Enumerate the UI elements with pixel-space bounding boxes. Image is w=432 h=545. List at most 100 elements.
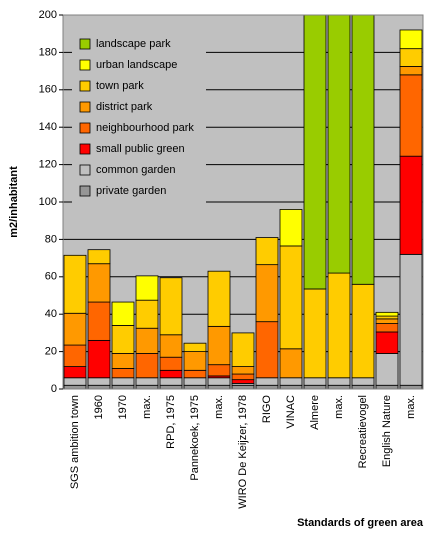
bar-segment — [87, 384, 111, 389]
bar-segment — [159, 384, 183, 389]
bar-segment — [255, 384, 279, 389]
legend-label: common garden — [96, 164, 176, 176]
bar-segment — [279, 245, 303, 350]
bar-segment — [231, 366, 255, 375]
bar-segment — [351, 377, 375, 386]
x-tick-label: SGS ambition town — [69, 395, 81, 489]
bar-segment — [159, 377, 183, 386]
legend-label: private garden — [96, 185, 166, 197]
bar-segment — [159, 277, 183, 336]
legend-box — [72, 30, 206, 204]
legend-swatch — [79, 80, 91, 92]
bar-segment — [351, 283, 375, 379]
bar-segment — [135, 377, 159, 386]
legend-swatch — [79, 59, 91, 71]
bar-segment — [255, 264, 279, 323]
x-tick-label: max. — [405, 395, 417, 419]
bar-segment — [231, 379, 255, 384]
bar-segment — [135, 353, 159, 379]
x-axis-title: Standards of green area — [297, 517, 424, 529]
bar-segment — [63, 377, 87, 386]
x-tick-label: max. — [141, 395, 153, 419]
bar-segment — [327, 384, 351, 389]
bar-segment — [111, 368, 135, 379]
y-axis-title: m2/inhabitant — [8, 166, 20, 238]
bar-segment — [279, 384, 303, 389]
x-tick-label: Almere — [309, 395, 321, 430]
bar-segment — [279, 377, 303, 386]
bar-segment — [63, 366, 87, 379]
bar-segment — [327, 15, 351, 274]
legend-label: district park — [96, 101, 153, 113]
bar-segment — [375, 318, 399, 324]
x-tick-label: max. — [333, 395, 345, 419]
bar-segment — [351, 384, 375, 389]
bar-segment — [207, 270, 231, 327]
bar-segment — [87, 249, 111, 265]
x-tick-label: Recreatievogel — [357, 395, 369, 468]
legend-swatch — [79, 143, 91, 155]
bar-segment — [87, 301, 111, 341]
bar-segment — [63, 254, 87, 314]
bar-segment — [183, 369, 207, 379]
bar-segment — [399, 384, 423, 389]
bar-segment — [183, 351, 207, 371]
y-tick-label: 100 — [39, 196, 57, 208]
y-tick-label: 180 — [39, 46, 57, 58]
legend-label: small public green — [96, 143, 185, 155]
legend-swatch — [79, 164, 91, 176]
y-tick-label: 0 — [51, 383, 57, 395]
x-tick-label: WIRO De Keijzer, 1978 — [237, 395, 249, 509]
bar-segment — [231, 384, 255, 389]
x-tick-label: English Nature — [381, 395, 393, 467]
bar-segment — [135, 327, 159, 354]
legend-label: landscape park — [96, 38, 171, 50]
bar-segment — [231, 332, 255, 367]
bar-segment — [399, 74, 423, 157]
bar-segment — [399, 66, 423, 76]
bar-segment — [159, 369, 183, 379]
bar-segment — [351, 15, 375, 285]
bar-segment — [207, 325, 231, 366]
y-tick-label: 40 — [45, 308, 57, 320]
bar-segment — [207, 384, 231, 389]
bar-segment — [375, 353, 399, 386]
bar-segment — [375, 384, 399, 389]
bar-segment — [399, 253, 423, 386]
bar-segment — [135, 299, 159, 329]
bar-segment — [399, 155, 423, 255]
y-tick-label: 120 — [39, 159, 57, 171]
y-tick-label: 200 — [39, 9, 57, 21]
bar-segment — [159, 334, 183, 358]
bar-segment — [279, 209, 303, 247]
bar-segment — [303, 384, 327, 389]
y-tick-label: 160 — [39, 84, 57, 96]
legend-label: town park — [96, 80, 144, 92]
y-tick-label: 140 — [39, 121, 57, 133]
bar-segment — [327, 377, 351, 386]
bar-segment — [375, 323, 399, 333]
bar-segment — [327, 272, 351, 379]
bar-segment — [303, 377, 327, 386]
y-tick-label: 80 — [45, 233, 57, 245]
x-tick-label: 1960 — [93, 395, 105, 419]
bar-segment — [279, 348, 303, 379]
y-tick-label: 20 — [45, 346, 57, 358]
bar-segment — [231, 373, 255, 381]
bar-segment — [303, 288, 327, 379]
y-tick-label: 60 — [45, 271, 57, 283]
bar-segment — [255, 377, 279, 386]
legend-label: urban landscape — [96, 59, 177, 71]
bar-segment — [63, 344, 87, 367]
legend-swatch — [79, 122, 91, 134]
bar-segment — [87, 377, 111, 386]
bar-segment — [159, 356, 183, 371]
bar-segment — [303, 15, 327, 290]
bar-segment — [111, 353, 135, 369]
bar-segment — [63, 312, 87, 346]
legend-swatch — [79, 185, 91, 197]
bar-segment — [207, 364, 231, 377]
x-tick-label: 1970 — [117, 395, 129, 419]
bar-segment — [255, 237, 279, 266]
